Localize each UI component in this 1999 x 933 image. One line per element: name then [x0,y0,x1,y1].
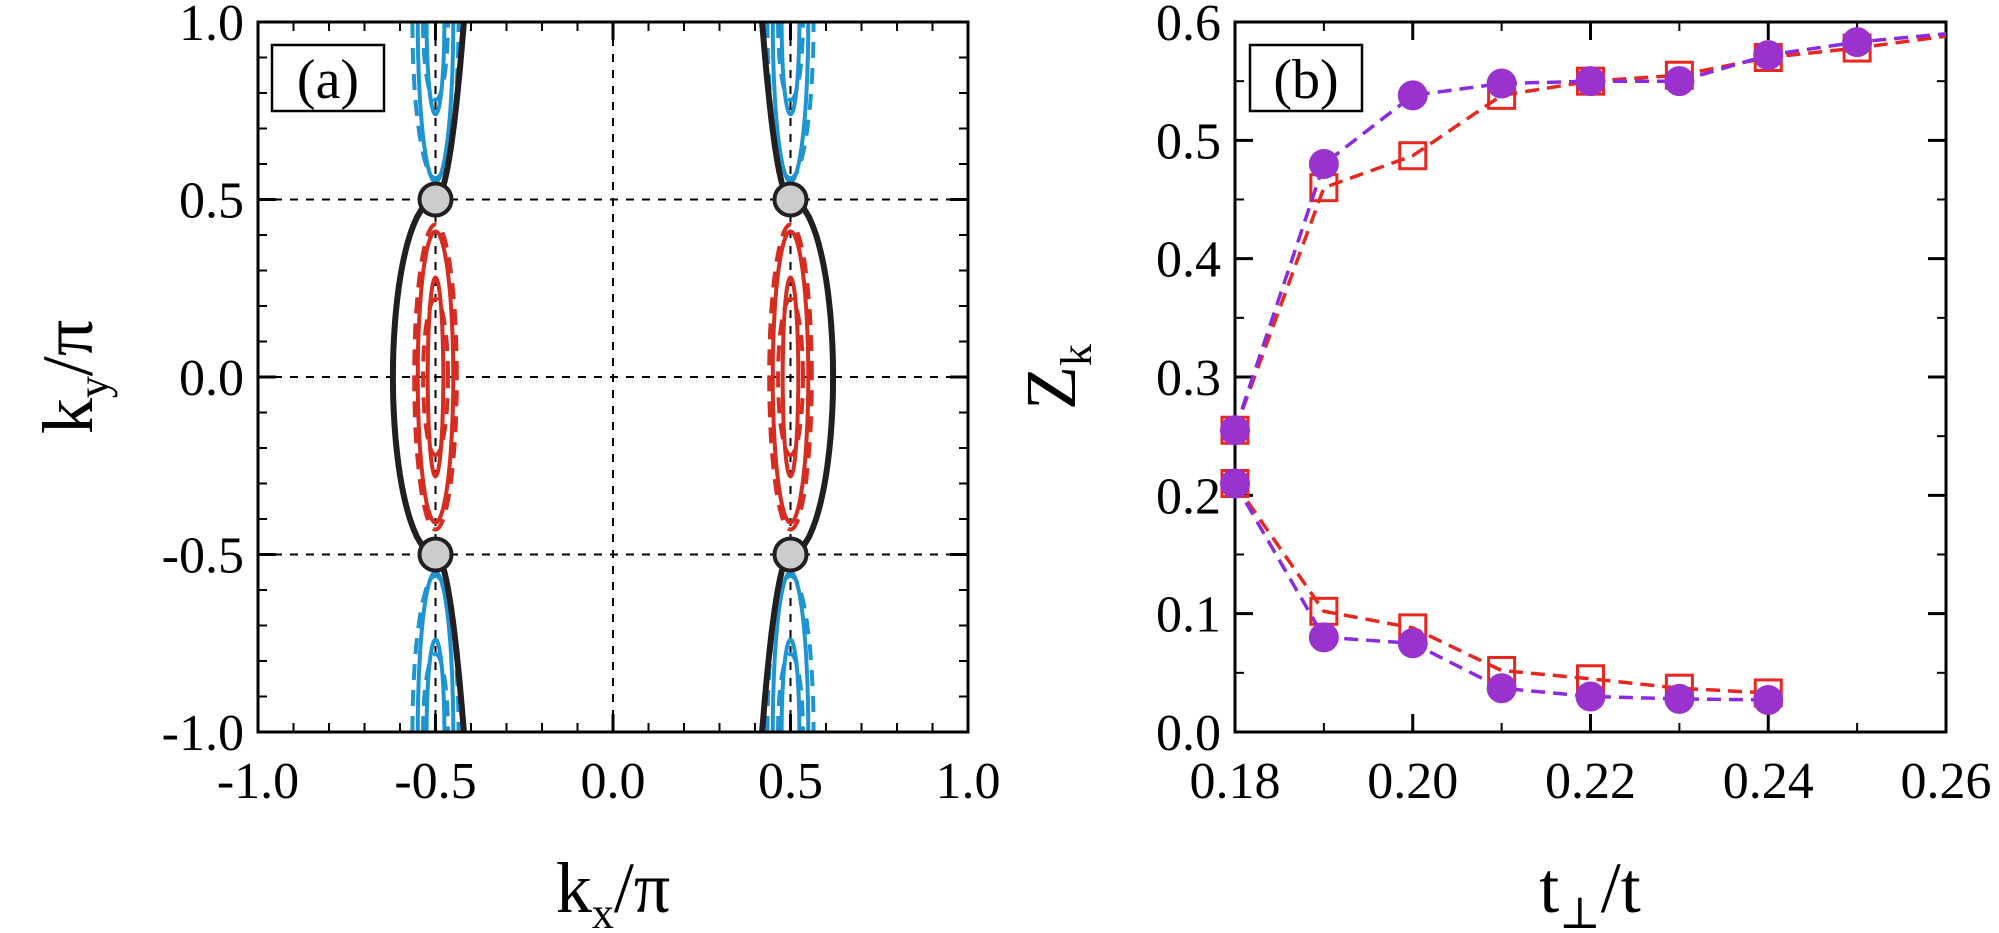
b-point-circle [1575,681,1606,712]
a-red-contour [421,296,450,458]
b-panel-label: (b) [1273,49,1338,111]
a-node-point [772,181,809,218]
b-xlabel-sub: ⊥ [1559,889,1600,933]
b-xlabel-rest: /t [1601,848,1641,928]
b-series [1220,27,1947,716]
b-xtick-label: 0.22 [1545,753,1636,810]
b-point-circle [1575,66,1606,97]
b-series-line [1233,482,1769,695]
a-blue-contour [776,22,805,103]
a-grid-lines [258,22,968,732]
a-red-contour [425,275,446,479]
a-fermi-surface [759,21,837,733]
a-red-contour [780,275,801,479]
panel-b-zk-plot: 0.18 0.20 0.22 0.24 0.26 0.0 0.1 0.2 0.3 0.4 0.5 0.… [1011,0,1992,933]
a-ylabel-main: k [28,398,108,434]
a-xtick-label: 0.5 [758,753,823,810]
a-ylabel-rest: /π [28,320,108,376]
a-blue-contour [421,22,450,103]
b-ylabel-main: Z [1011,366,1091,410]
b-ytick-label: 0.0 [1156,705,1221,762]
a-ytick-label: 0.5 [179,173,244,230]
b-point-circle [1753,40,1784,71]
a-node-point [417,181,454,218]
a-red-contour [776,296,805,458]
b-tick-labels: 0.18 0.20 0.22 0.24 0.26 0.0 0.1 0.2 0.3 0.4 0.5 0.… [1156,0,1992,810]
a-xlabel-main: k [556,848,592,928]
a-blue-contour [779,22,802,117]
b-y-axis-title: Zk [1011,344,1101,410]
b-ytick-label: 0.2 [1156,468,1221,525]
a-tick-labels: -1.0 -0.5 0.0 0.5 1.0 -1.0 -0.5 0.0 0.5 1.0 [162,0,1001,810]
b-ytick-label: 0.6 [1156,0,1221,52]
b-point-circle [1753,685,1784,716]
a-node-point [772,536,809,573]
b-xtick-label: 0.26 [1901,753,1992,810]
a-red-contour [412,222,459,532]
a-blue-contour [424,637,447,732]
a-panel-label-box: (a) [270,43,386,113]
a-blue-contour [776,651,805,732]
a-y-axis-title: ky/π [28,320,118,434]
b-point-circle [1397,80,1428,111]
a-blue-contour [779,637,802,732]
a-ytick-label: 0.0 [179,350,244,407]
b-ytick-label: 0.1 [1156,587,1221,644]
b-series-line [1233,482,1769,702]
b-point-circle [1220,415,1250,446]
b-point-circle [1486,673,1517,704]
b-x-axis-title: t⊥/t [1539,848,1640,933]
b-xtick-label: 0.20 [1367,753,1458,810]
a-xtick-label: -0.5 [394,753,476,810]
a-red-contour [770,229,811,525]
b-xlabel-main: t [1539,848,1559,928]
a-xtick-label: 1.0 [936,753,1001,810]
b-xtick-label: 0.24 [1723,753,1814,810]
a-blue-contour [424,22,447,117]
a-red-contour [415,229,456,525]
b-plot-frame [1233,20,1948,734]
panel-a-kspace-contour: -1.0 -0.5 0.0 0.5 1.0 -1.0 -0.5 0.0 0.5 1.0 (a) k… [28,0,1001,933]
a-ylabel-sub: y [69,376,118,398]
b-point-circle [1308,149,1339,179]
a-xtick-label: -1.0 [217,753,299,810]
b-ticks [1233,20,1948,734]
b-series-purple-upper [1220,27,1947,446]
b-series-line [1233,32,1947,431]
b-series-red-lower [1220,469,1783,708]
b-panel-label-box: (b) [1248,43,1364,113]
b-point-circle [1308,622,1339,653]
b-point-circle [1486,68,1517,99]
a-contours [389,21,837,733]
b-ytick-label: 0.5 [1156,113,1221,170]
b-ytick-label: 0.3 [1156,350,1221,407]
b-point-circle [1397,628,1428,659]
a-panel-label: (a) [297,49,359,111]
a-red-contour [767,222,814,532]
a-node-point [417,536,454,573]
a-blue-contour [421,651,450,732]
a-fermi-surface [389,21,467,733]
a-nodes [417,181,809,573]
a-ytick-label: -1.0 [162,705,244,762]
b-point-circle [1664,683,1695,714]
b-ylabel-sub: k [1052,344,1101,366]
b-series-purple-lower [1220,468,1784,716]
a-ytick-label: 1.0 [179,0,244,52]
a-xtick-label: 0.0 [581,753,646,810]
a-x-axis-title: kx/π [556,848,670,933]
b-point-circle [1842,27,1873,58]
b-xtick-label: 0.18 [1190,753,1281,810]
a-ytick-label: -0.5 [162,528,244,585]
a-xlabel-sub: x [592,889,614,933]
b-ytick-label: 0.4 [1156,232,1221,289]
b-point-circle [1664,66,1695,97]
a-xlabel-rest: /π [614,848,670,928]
b-point-square [1398,141,1428,171]
a-plot-frame [256,20,970,734]
b-point-circle [1220,468,1250,499]
